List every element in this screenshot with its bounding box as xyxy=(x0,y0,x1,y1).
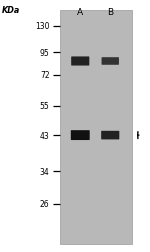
Text: KDa: KDa xyxy=(2,6,20,15)
Text: 72: 72 xyxy=(40,71,50,80)
Text: 55: 55 xyxy=(40,102,50,111)
Text: B: B xyxy=(107,8,113,17)
Text: A: A xyxy=(77,8,83,17)
Text: 130: 130 xyxy=(35,22,50,31)
FancyBboxPatch shape xyxy=(71,57,89,66)
Text: 26: 26 xyxy=(40,200,50,209)
Text: 95: 95 xyxy=(40,48,50,57)
Text: 34: 34 xyxy=(40,167,50,176)
FancyBboxPatch shape xyxy=(102,58,119,66)
Bar xyxy=(60,11,132,244)
FancyBboxPatch shape xyxy=(71,131,90,141)
FancyBboxPatch shape xyxy=(101,131,119,140)
Text: 43: 43 xyxy=(40,131,50,140)
